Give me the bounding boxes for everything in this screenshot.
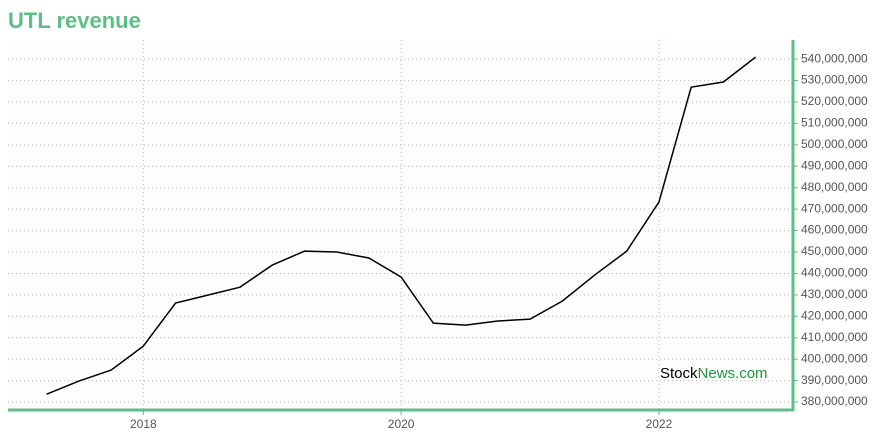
y-tick-label: 540,000,000 [801, 51, 868, 65]
plot-area [8, 40, 793, 410]
y-tick-label: 480,000,000 [801, 180, 868, 194]
y-tick-label: 430,000,000 [801, 287, 868, 301]
y-tick-label: 460,000,000 [801, 223, 868, 237]
x-tick-label: 2022 [646, 417, 673, 431]
watermark: StockNews.com [660, 365, 768, 382]
y-tick-label: 390,000,000 [801, 373, 868, 387]
y-tick-label: 510,000,000 [801, 116, 868, 130]
y-tick-label: 520,000,000 [801, 94, 868, 108]
y-tick-label: 530,000,000 [801, 73, 868, 87]
y-tick-label: 500,000,000 [801, 137, 868, 151]
x-tick-label: 2018 [130, 417, 157, 431]
watermark-stock: Stock [660, 365, 698, 382]
y-tick-label: 380,000,000 [801, 394, 868, 408]
y-tick-label: 420,000,000 [801, 308, 868, 322]
chart-title: UTL revenue [8, 8, 141, 33]
x-tick-label: 2020 [388, 417, 415, 431]
y-tick-label: 400,000,000 [801, 351, 868, 365]
y-tick-label: 490,000,000 [801, 158, 868, 172]
y-tick-label: 450,000,000 [801, 244, 868, 258]
y-tick-label: 410,000,000 [801, 330, 868, 344]
y-tick-label: 470,000,000 [801, 201, 868, 215]
watermark-news: News.com [698, 365, 768, 382]
line [46, 56, 757, 395]
y-tick-label: 440,000,000 [801, 266, 868, 280]
